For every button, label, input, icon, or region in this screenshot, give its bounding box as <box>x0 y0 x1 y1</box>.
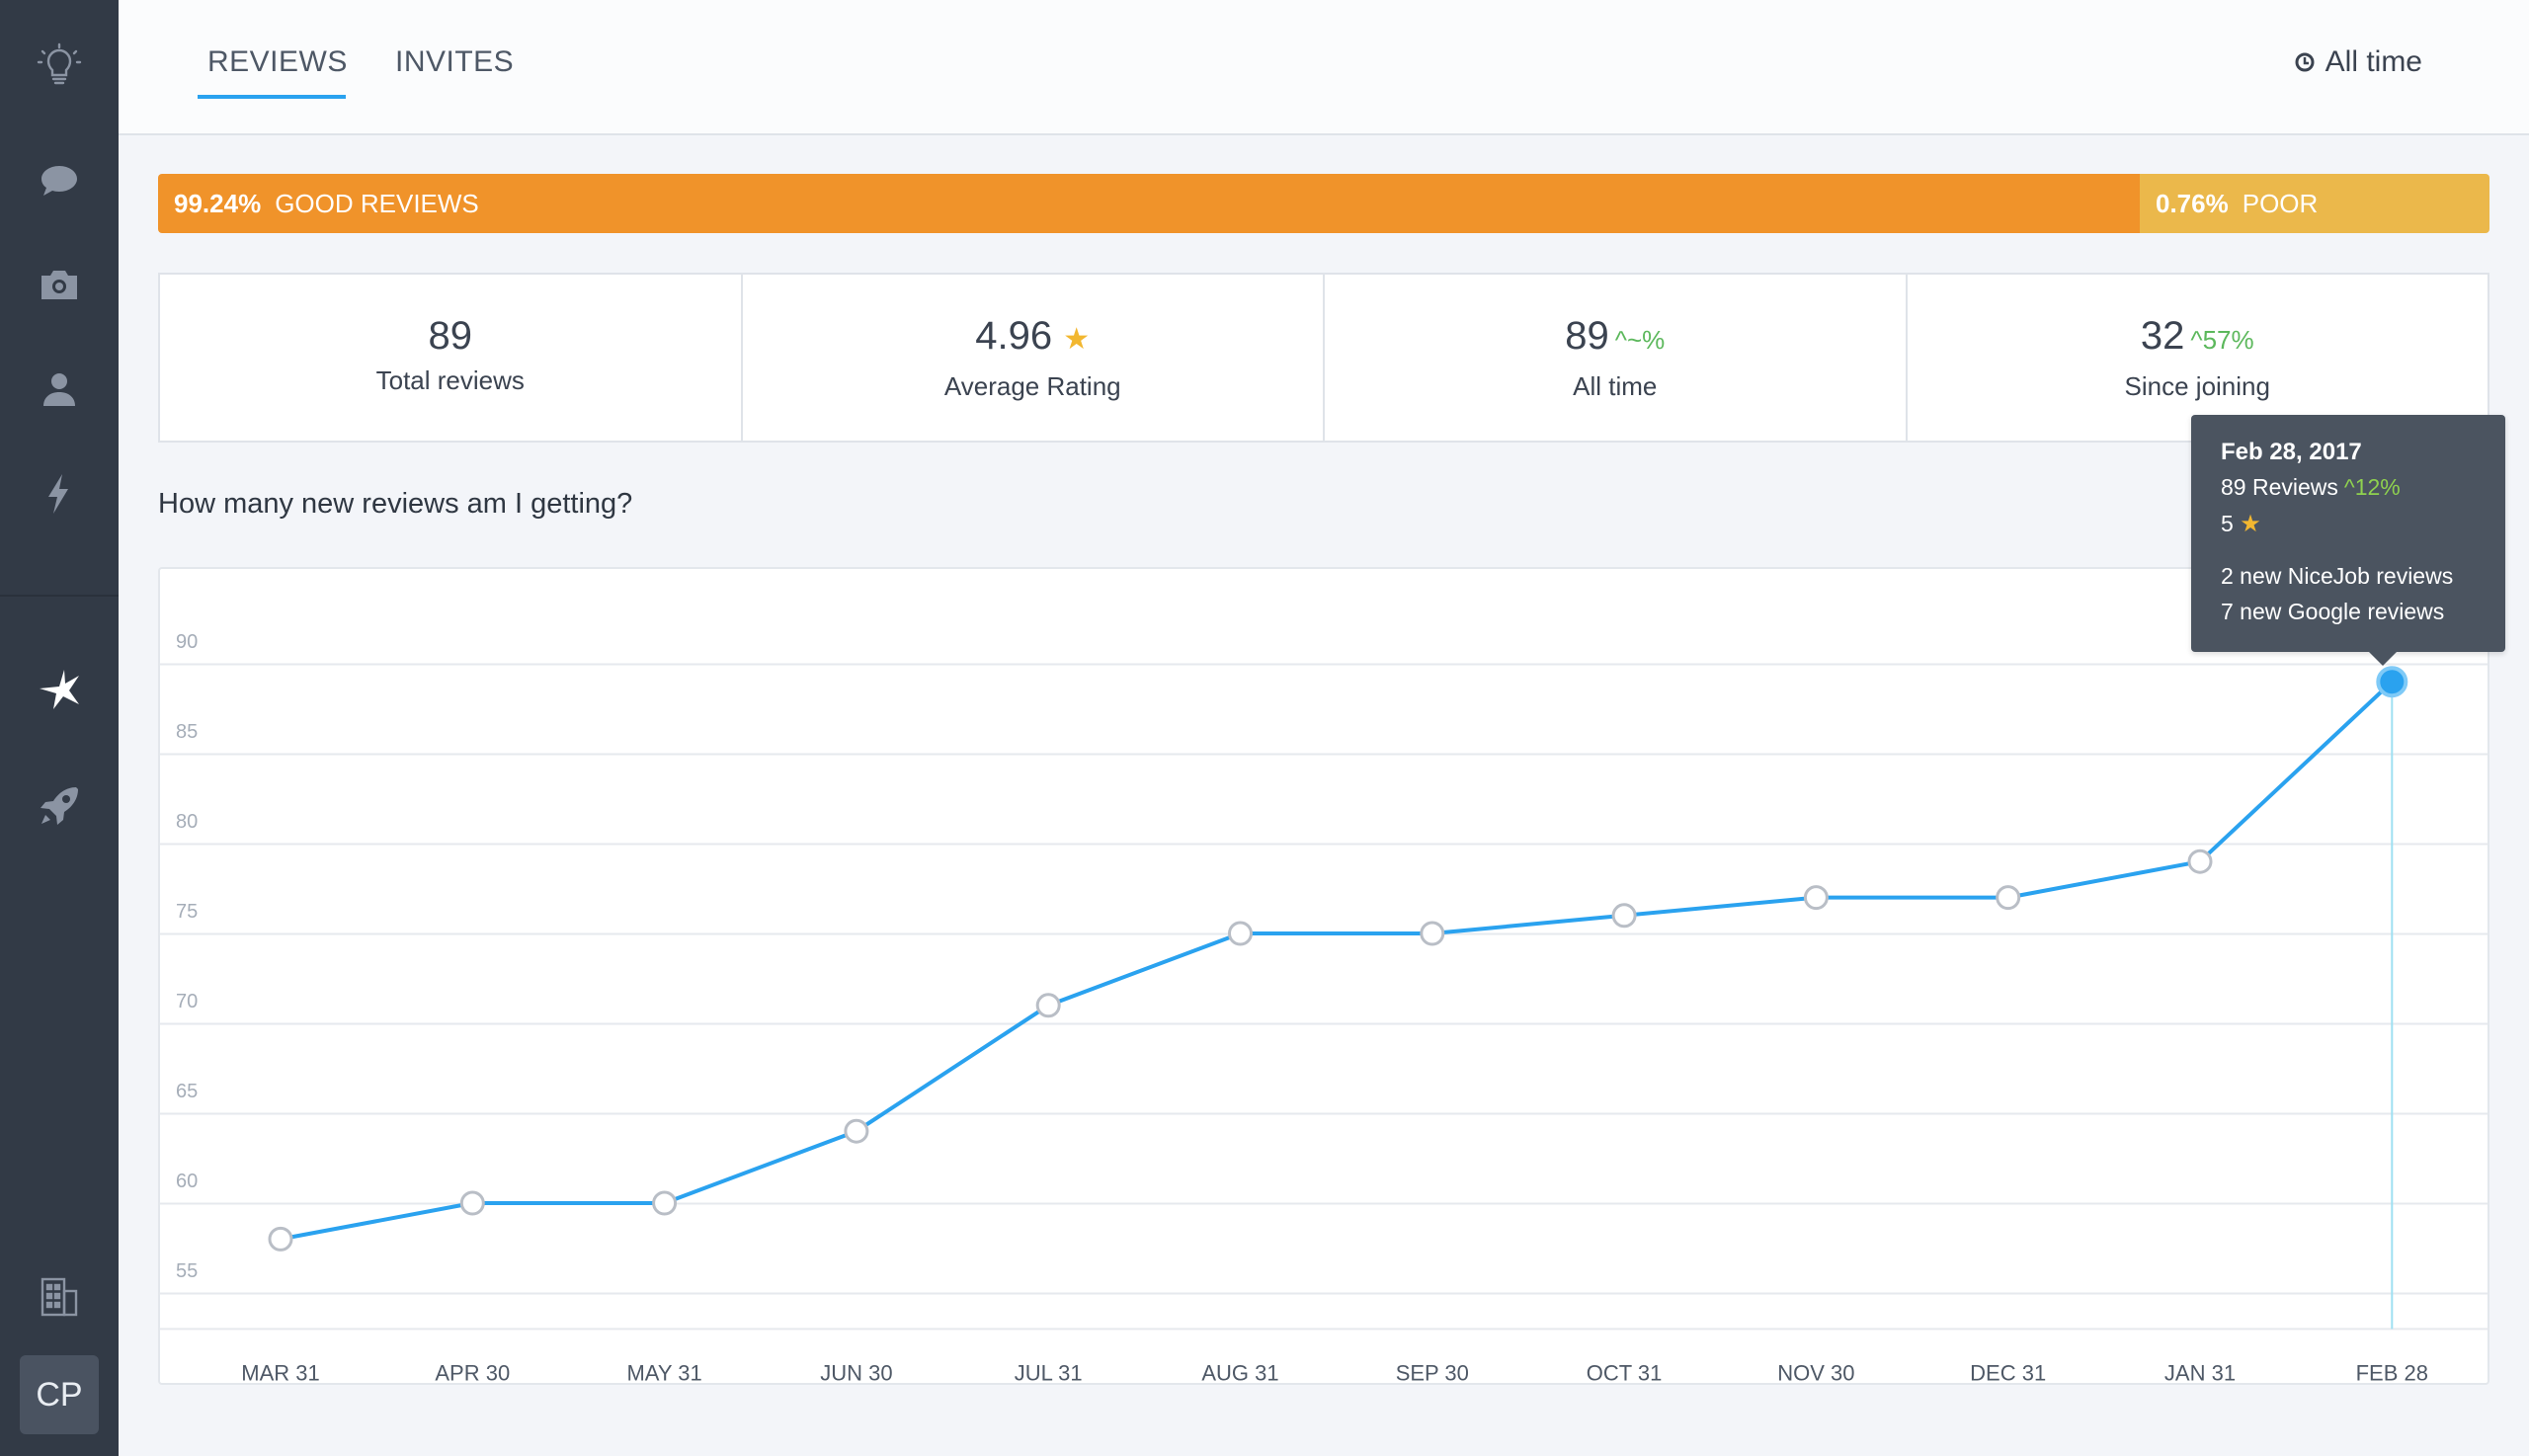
data-point[interactable] <box>1035 993 1061 1018</box>
sidebar: CP <box>0 0 119 1456</box>
x-tick-label: JUN 30 <box>820 1360 892 1383</box>
arrow-up-icon: ^ <box>1614 325 1627 355</box>
x-tick-label: APR 30 <box>435 1360 510 1383</box>
good-label: GOOD REVIEWS <box>275 188 479 218</box>
stat-label: Average Rating <box>943 371 1121 401</box>
y-tick-label: 85 <box>176 721 198 743</box>
bolt-icon[interactable] <box>30 464 89 524</box>
camera-icon[interactable] <box>30 255 89 314</box>
review-ratio-bar: 99.24% GOOD REVIEWS 0.76% POOR <box>158 174 2489 233</box>
good-reviews-segment: 99.24% GOOD REVIEWS <box>158 174 2140 233</box>
arrow-up-icon: ^ <box>2343 474 2355 500</box>
data-point[interactable] <box>1996 885 2021 911</box>
tooltip-change: 12% <box>2354 474 2401 500</box>
x-tick-label: OCT 31 <box>1587 1360 1663 1383</box>
clock-icon <box>2295 52 2315 72</box>
tooltip-rating: 5 <box>2221 511 2234 536</box>
y-tick-label: 80 <box>176 811 198 833</box>
sidebar-divider <box>0 595 119 597</box>
building-icon[interactable] <box>30 1266 89 1326</box>
stat-label: Since joining <box>2124 371 2270 401</box>
tooltip-google: 7 new Google reviews <box>2221 599 2445 624</box>
y-tick-label: 90 <box>176 631 198 653</box>
y-tick-label: 60 <box>176 1171 198 1192</box>
reviews-line-chart: 55 60 65 70 75 80 85 90 MAR 31 APR 30 MAY 31 JUN 30… <box>160 631 2488 1383</box>
stat-value: 4.96 <box>975 314 1053 358</box>
data-point[interactable] <box>459 1190 485 1216</box>
stat-total-reviews: 89 Total reviews <box>160 275 743 441</box>
stat-average-rating: 4.96 ★ Average Rating <box>743 275 1325 441</box>
x-tick-label: AUG 31 <box>1201 1360 1278 1383</box>
poor-reviews-segment: 0.76% POOR <box>2140 174 2489 233</box>
tooltip-nicejob: 2 new NiceJob reviews <box>2221 563 2454 589</box>
sparkle-icon[interactable] <box>30 660 89 719</box>
user-icon[interactable] <box>30 360 89 419</box>
data-point[interactable] <box>1420 921 1445 946</box>
x-tick-label: DEC 31 <box>1970 1360 2046 1383</box>
y-tick-label: 55 <box>176 1260 198 1282</box>
tab-reviews[interactable]: REVIEWS <box>207 45 348 78</box>
x-tick-label: SEP 30 <box>1396 1360 1469 1383</box>
date-range-selector[interactable]: All time <box>2294 45 2422 79</box>
active-tab-underline <box>198 95 346 99</box>
chart-tooltip: Feb 28, 2017 89 Reviews ^12% 5 ★ 2 new Ni… <box>2191 415 2505 666</box>
poor-percent: 0.76% <box>2156 188 2229 218</box>
arrow-up-icon: ^ <box>2190 325 2203 355</box>
stat-value: 89 <box>428 314 473 358</box>
stat-value: 89 <box>1565 314 1609 358</box>
stat-delta: 57% <box>2202 325 2254 355</box>
rocket-icon[interactable] <box>30 776 89 836</box>
good-percent: 99.24% <box>174 188 262 218</box>
tooltip-reviews-line: 89 Reviews ^12% <box>2221 474 2401 501</box>
stat-label: All time <box>1573 371 1658 401</box>
data-point-highlighted[interactable] <box>2376 666 2408 698</box>
data-point[interactable] <box>1803 885 1829 911</box>
star-icon: ★ <box>2240 511 2261 537</box>
x-tick-label: MAY 31 <box>626 1360 701 1383</box>
y-tick-label: 70 <box>176 991 198 1012</box>
stat-label: Total reviews <box>375 365 525 395</box>
x-tick-label: MAR 31 <box>241 1360 319 1383</box>
x-tick-label: NOV 30 <box>1777 1360 1854 1383</box>
reviews-chart-panel: 55 60 65 70 75 80 85 90 MAR 31 APR 30 MAY 31 JUN 30… <box>158 567 2489 1385</box>
data-point[interactable] <box>268 1226 293 1252</box>
tooltip-reviews: 89 Reviews <box>2221 474 2338 500</box>
star-icon: ★ <box>1063 323 1091 356</box>
data-point[interactable] <box>2187 849 2213 874</box>
chart-question: How many new reviews am I getting? <box>158 488 633 520</box>
data-point[interactable] <box>652 1190 678 1216</box>
series-line <box>280 680 2394 1242</box>
stat-all-time: 89 ^~% All time <box>1325 275 1908 441</box>
date-range-label: All time <box>2325 45 2422 78</box>
tooltip-date: Feb 28, 2017 <box>2221 439 2362 465</box>
x-tick-label: FEB 28 <box>2356 1360 2428 1383</box>
data-point[interactable] <box>1611 903 1637 929</box>
stat-value: 32 <box>2140 314 2185 358</box>
y-tick-label: 75 <box>176 901 198 923</box>
stat-delta: ~% <box>1626 325 1666 355</box>
tooltip-rating-line: 5 ★ <box>2221 510 2261 538</box>
poor-label: POOR <box>2242 188 2319 218</box>
stats-panel: 89 Total reviews 4.96 ★ Average Rating 8… <box>158 273 2489 443</box>
y-tick-label: 65 <box>176 1081 198 1102</box>
stat-since-joining: 32 ^57% Since joining <box>1908 275 2488 441</box>
x-tick-label: JAN 31 <box>2164 1360 2236 1383</box>
data-point[interactable] <box>1228 921 1253 946</box>
x-tick-label: JUL 31 <box>1015 1360 1083 1383</box>
tab-invites[interactable]: INVITES <box>395 45 515 78</box>
chat-icon[interactable] <box>30 152 89 211</box>
avatar[interactable]: CP <box>20 1355 99 1434</box>
lightbulb-icon[interactable] <box>30 36 89 95</box>
top-bar: REVIEWS INVITES All time <box>119 0 2529 135</box>
data-point[interactable] <box>844 1118 869 1144</box>
